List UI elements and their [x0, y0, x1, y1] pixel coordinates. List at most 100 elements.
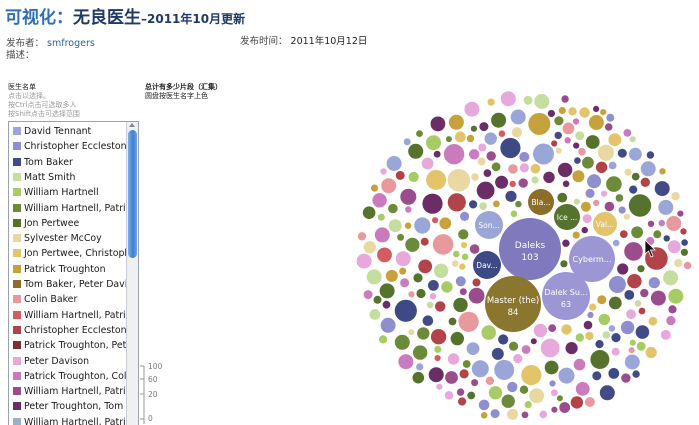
bubble[interactable]	[447, 169, 471, 192]
bubble[interactable]	[645, 346, 657, 359]
bubble[interactable]	[663, 235, 670, 242]
bubble[interactable]	[557, 192, 568, 203]
bubble[interactable]	[624, 290, 635, 300]
bubble[interactable]	[521, 345, 531, 354]
doctor-list-item[interactable]: William Hartnell, Patrick Troughton, Tom…	[9, 384, 126, 399]
bubble[interactable]	[488, 386, 503, 400]
bubble[interactable]	[381, 178, 397, 194]
bubble[interactable]	[388, 203, 398, 214]
bubble[interactable]	[382, 300, 391, 309]
doctor-list-item[interactable]: Jon Pertwee	[9, 216, 126, 231]
bubble[interactable]	[513, 354, 523, 364]
bubble-circle[interactable]	[569, 236, 615, 282]
bubble[interactable]	[501, 394, 515, 408]
bubble[interactable]	[629, 339, 636, 346]
bubble[interactable]	[491, 347, 504, 360]
labeled-bubble[interactable]: Cyberm...	[569, 236, 615, 282]
bubble-circle[interactable]	[499, 218, 561, 280]
bubble[interactable]	[680, 228, 687, 235]
bubble[interactable]	[388, 219, 402, 233]
bubble[interactable]	[612, 239, 620, 247]
bubble[interactable]	[428, 367, 444, 383]
publisher-link[interactable]: smfrogers	[47, 38, 95, 49]
labeled-bubble[interactable]: Val...	[593, 212, 617, 236]
bubble[interactable]	[660, 329, 671, 340]
bubble[interactable]	[624, 242, 643, 261]
bubble[interactable]	[588, 115, 604, 130]
bubble[interactable]	[650, 290, 666, 306]
bubble[interactable]	[680, 248, 689, 256]
bubble[interactable]	[618, 206, 626, 214]
bubble[interactable]	[519, 151, 530, 162]
bubble[interactable]	[483, 169, 492, 178]
bubble[interactable]	[543, 171, 555, 183]
bubble[interactable]	[631, 172, 640, 181]
labeled-bubble[interactable]: Bla...	[528, 189, 554, 215]
doctor-listbox[interactable]: David Tennant Christopher Eccleston Tom Ba…	[8, 121, 139, 425]
bubble[interactable]	[478, 143, 487, 152]
bubble[interactable]	[572, 231, 580, 239]
bubble[interactable]	[455, 276, 466, 287]
bubble[interactable]	[432, 234, 454, 255]
bubble[interactable]	[471, 360, 489, 378]
bubble[interactable]	[453, 297, 468, 313]
bubble[interactable]	[443, 144, 465, 165]
bubble[interactable]	[421, 157, 434, 170]
bubble[interactable]	[575, 333, 584, 342]
bubble[interactable]	[408, 329, 415, 336]
bubble[interactable]	[575, 131, 585, 141]
bubble[interactable]	[433, 150, 441, 158]
bubble[interactable]	[549, 380, 556, 387]
bubble[interactable]	[399, 267, 407, 275]
bubble[interactable]	[487, 98, 495, 106]
labeled-bubble[interactable]: Dav...	[473, 251, 501, 279]
bubble[interactable]	[559, 402, 571, 413]
bubble[interactable]	[380, 317, 396, 333]
bubble[interactable]	[608, 296, 622, 310]
bubble[interactable]	[601, 190, 608, 197]
bubble[interactable]	[597, 295, 607, 305]
bubble[interactable]	[617, 263, 629, 275]
bubble[interactable]	[422, 315, 434, 327]
bubble[interactable]	[590, 350, 610, 369]
bubble[interactable]	[681, 239, 688, 246]
bubble[interactable]	[469, 200, 478, 209]
bubble[interactable]	[659, 168, 666, 175]
bubble[interactable]	[458, 311, 479, 332]
bubble-chart[interactable]: Daleks 103 Master (the) 84 Dalek Su... 63 Cybe…	[345, 70, 699, 424]
bubble[interactable]	[561, 324, 572, 335]
bubble[interactable]	[562, 180, 570, 188]
bubble[interactable]	[405, 206, 412, 213]
bubble[interactable]	[435, 301, 446, 312]
bubble[interactable]	[602, 331, 611, 339]
bubble[interactable]	[593, 105, 600, 112]
bubble[interactable]	[370, 184, 379, 192]
bubble[interactable]	[394, 299, 417, 322]
bubble[interactable]	[575, 382, 590, 396]
bubble[interactable]	[509, 180, 516, 188]
bubble[interactable]	[648, 277, 660, 289]
bubble[interactable]	[677, 210, 684, 217]
bubble[interactable]	[453, 250, 460, 258]
bubble[interactable]	[593, 199, 600, 207]
bubble[interactable]	[498, 334, 509, 345]
doctor-list-item[interactable]: Christopher Eccleston, David Tennant	[9, 323, 126, 338]
doctor-list-item[interactable]: Sylvester McCoy	[9, 231, 126, 246]
bubble-circle[interactable]	[593, 212, 617, 236]
bubble[interactable]	[511, 127, 522, 138]
doctor-list-item[interactable]: William Hartnell	[9, 185, 126, 200]
bubble[interactable]	[458, 397, 467, 406]
bubble[interactable]	[373, 295, 382, 304]
bubble[interactable]	[413, 273, 423, 283]
bubble[interactable]	[369, 309, 381, 320]
bubble[interactable]	[363, 290, 373, 300]
bubble[interactable]	[554, 131, 562, 140]
bubble[interactable]	[627, 274, 642, 289]
bubble[interactable]	[479, 202, 487, 210]
bubble[interactable]	[519, 163, 530, 173]
bubble[interactable]	[429, 293, 437, 300]
bubble[interactable]	[638, 307, 646, 315]
bubble[interactable]	[557, 162, 573, 178]
bubble[interactable]	[624, 354, 640, 370]
doctor-list-item[interactable]: Jon Pertwee, Christopher Eccleston	[9, 246, 126, 261]
